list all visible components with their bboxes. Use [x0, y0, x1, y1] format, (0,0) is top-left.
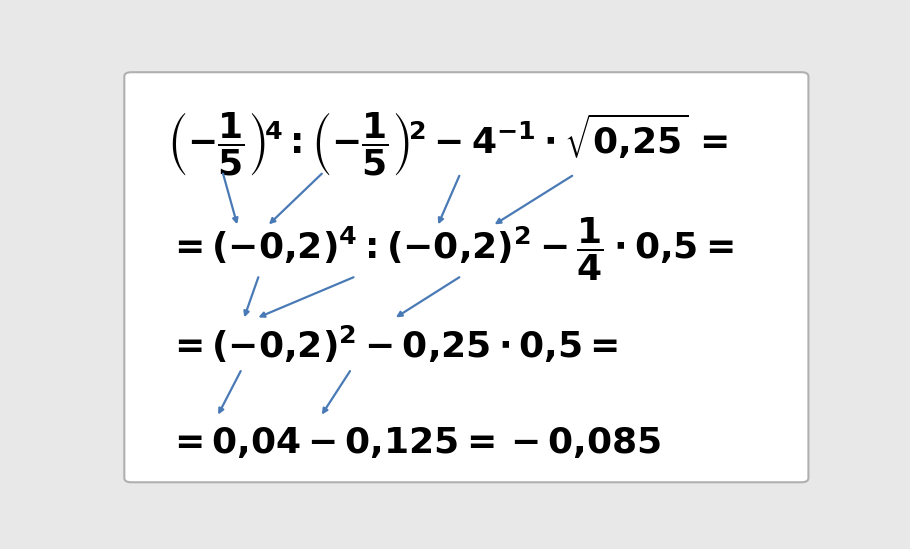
Text: $\mathbf{=(-0{,}2)^2-0{,}25\cdot 0{,}5=}$: $\mathbf{=(-0{,}2)^2-0{,}25\cdot 0{,}5=}…: [167, 324, 618, 366]
Text: $\mathbf{=0{,}04-0{,}125=-0{,}085}$: $\mathbf{=0{,}04-0{,}125=-0{,}085}$: [167, 424, 662, 460]
FancyBboxPatch shape: [125, 72, 808, 482]
Text: $\mathbf{\left(-\dfrac{1}{5}\right)^{\!4} : \left(-\dfrac{1}{5}\right)^{\!2} - 4: $\mathbf{\left(-\dfrac{1}{5}\right)^{\!4…: [167, 110, 727, 178]
Text: $\mathbf{=(-0{,}2)^4:(-0{,}2)^2-\dfrac{1}{4}\cdot 0{,}5=}$: $\mathbf{=(-0{,}2)^4:(-0{,}2)^2-\dfrac{1…: [167, 216, 733, 283]
